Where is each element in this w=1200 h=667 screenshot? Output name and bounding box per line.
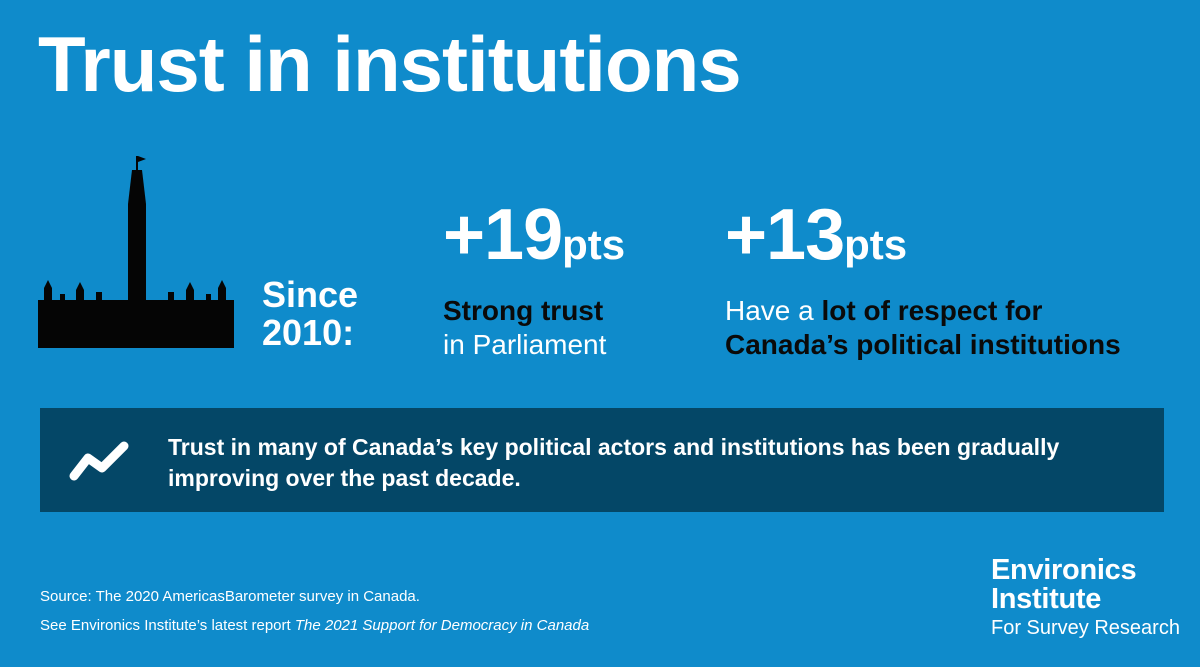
report-title: The 2021 Support for Democracy in Canada xyxy=(294,617,590,634)
trend-up-icon xyxy=(69,441,129,481)
stat-unit: pts xyxy=(562,221,626,268)
stat-number: +19 xyxy=(443,195,563,275)
page-title: Trust in institutions xyxy=(38,20,742,108)
stat-institutions: +13pts Have a lot of respect for Canada’… xyxy=(725,199,1121,362)
stat-desc-emphasis: lot of respect for xyxy=(821,295,1043,326)
source-note: Source: The 2020 AmericasBarometer surve… xyxy=(40,588,420,605)
logo-tagline: For Survey Research xyxy=(991,617,1180,639)
stat-desc-line1: Strong trust xyxy=(443,295,604,326)
stat-number: +13 xyxy=(725,195,845,275)
report-prefix: See Environics Institute’s latest report xyxy=(40,617,295,634)
report-reference: See Environics Institute’s latest report… xyxy=(40,617,589,634)
since-label: Since 2010: xyxy=(262,276,358,352)
stat-desc-prefix: Have a xyxy=(725,295,822,326)
environics-logo: Environics Institute For Survey Research xyxy=(991,556,1180,642)
logo-line2: Institute xyxy=(991,583,1102,615)
stat-description: Strong trust in Parliament xyxy=(443,294,625,362)
stat-value: +13pts xyxy=(725,199,1121,280)
stat-desc-line2: Canada’s political institutions xyxy=(725,329,1121,360)
since-line2: 2010: xyxy=(262,312,355,353)
stat-unit: pts xyxy=(844,221,908,268)
logo-line1: Environics xyxy=(991,554,1137,586)
stat-description: Have a lot of respect for Canada’s polit… xyxy=(725,294,1121,362)
since-line1: Since xyxy=(262,274,359,315)
stat-desc-line2: in Parliament xyxy=(443,329,607,360)
stat-parliament: +19pts Strong trust in Parliament xyxy=(443,199,626,362)
banner-text: Trust in many of Canada’s key political … xyxy=(168,434,1060,491)
summary-banner: Trust in many of Canada’s key political … xyxy=(40,408,1164,512)
parliament-icon xyxy=(38,156,234,348)
stat-value: +19pts xyxy=(443,199,626,280)
